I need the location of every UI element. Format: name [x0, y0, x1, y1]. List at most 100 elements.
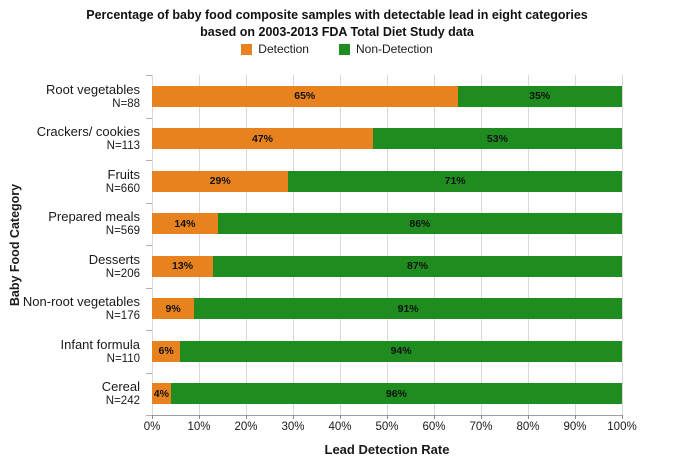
- legend: Detection Non-Detection: [0, 42, 674, 56]
- y-axis-tick: [146, 203, 152, 204]
- bar-segment-detection: 14%: [152, 213, 218, 235]
- legend-item-detection: Detection: [241, 42, 309, 56]
- x-tick-label: 100%: [607, 421, 637, 433]
- bar-prepared-meals: 14% 86%: [152, 213, 622, 235]
- y-axis-tick: [146, 330, 152, 331]
- category-sample-size: N=660: [105, 182, 140, 195]
- x-axis-tick-labels: 0% 10% 20% 30% 40% 50% 60% 70% 80% 90% 100%: [144, 421, 637, 435]
- category-sample-size: N=110: [106, 352, 140, 365]
- y-axis-tick: [146, 118, 152, 119]
- bar-segment-detection: 65%: [152, 85, 458, 107]
- bar-segment-non-detection: 94%: [180, 340, 622, 362]
- y-axis-tick: [146, 288, 152, 289]
- legend-item-non-detection: Non-Detection: [338, 42, 433, 56]
- x-axis-title: Lead Detection Rate: [324, 442, 450, 457]
- bar-segment-non-detection: 91%: [194, 298, 622, 320]
- x-axis-tick: [199, 415, 200, 419]
- category-sample-size: N=113: [106, 140, 140, 153]
- bar-value-label: 71%: [444, 175, 466, 188]
- legend-label-detection: Detection: [258, 42, 309, 56]
- bar-cereal: 4% 96%: [152, 383, 622, 405]
- detection-swatch-icon: [241, 43, 253, 55]
- category-axis-labels: Root vegetables N=88 Crackers/ cookies N=11…: [0, 75, 146, 415]
- x-axis-tick: [293, 415, 294, 419]
- y-axis-tick: [146, 245, 152, 246]
- bar-segment-detection: 6%: [152, 340, 181, 362]
- bar-desserts: 13% 87%: [152, 255, 622, 277]
- bar-value-label: 96%: [385, 387, 407, 400]
- gridline: [481, 75, 482, 415]
- non-detection-swatch-icon: [338, 43, 350, 55]
- bar-segment-non-detection: 35%: [457, 85, 622, 107]
- category-label-root-vegetables: Root vegetables N=88: [0, 75, 146, 118]
- category-name: Root vegetables: [46, 81, 140, 97]
- y-axis-tick: [146, 75, 152, 76]
- x-tick-label: 30%: [281, 421, 305, 433]
- category-label-infant-formula: Infant formula N=110: [0, 330, 146, 373]
- bar-value-label: 14%: [174, 217, 196, 230]
- bar-segment-detection: 29%: [152, 170, 289, 192]
- category-label-crackers-cookies: Crackers/ cookies N=113: [0, 118, 146, 161]
- bar-segment-detection: 9%: [152, 298, 195, 320]
- bar-segment-detection: 4%: [152, 383, 171, 405]
- bar-value-label: 91%: [397, 302, 419, 315]
- x-tick-label: 80%: [516, 421, 540, 433]
- chart-title-line1: Percentage of baby food composite sample…: [86, 8, 588, 22]
- category-name: Non-root vegetables: [22, 294, 140, 310]
- bar-segment-non-detection: 96%: [170, 383, 622, 405]
- gridline: [528, 75, 529, 415]
- x-tick-label: 50%: [375, 421, 399, 433]
- x-axis-tick: [387, 415, 388, 419]
- bar-segment-non-detection: 86%: [217, 213, 622, 235]
- chart-title: Percentage of baby food composite sample…: [0, 7, 674, 41]
- category-sample-size: N=88: [112, 97, 140, 110]
- category-sample-size: N=176: [105, 310, 140, 323]
- bar-value-label: 35%: [529, 90, 551, 103]
- category-name: Cereal: [101, 379, 140, 395]
- category-label-fruits: Fruits N=660: [0, 160, 146, 203]
- x-tick-label: 10%: [187, 421, 211, 433]
- y-axis-tick: [146, 415, 152, 416]
- bar-infant-formula: 6% 94%: [152, 340, 622, 362]
- gridline: [622, 75, 623, 415]
- gridline: [152, 75, 153, 415]
- category-name: Infant formula: [60, 336, 141, 352]
- bar-segment-non-detection: 53%: [372, 128, 622, 150]
- bar-root-vegetables: 65% 35%: [152, 85, 622, 107]
- bar-value-label: 53%: [486, 132, 508, 145]
- plot-area: 65% 35% 47% 53% 29% 71% 14% 86% 13% 87% 9% 91% 6% 94%…: [146, 75, 623, 419]
- gridline: [434, 75, 435, 415]
- bar-value-label: 87%: [407, 260, 429, 273]
- bar-value-label: 86%: [409, 217, 431, 230]
- bar-value-label: 13%: [172, 260, 194, 273]
- x-axis-tick: [528, 415, 529, 419]
- x-tick-label: 90%: [563, 421, 587, 433]
- bar-crackers-cookies: 47% 53%: [152, 128, 622, 150]
- gridline: [246, 75, 247, 415]
- category-label-cereal: Cereal N=242: [0, 373, 146, 416]
- bar-value-label: 9%: [165, 302, 181, 315]
- bar-value-label: 94%: [390, 345, 412, 358]
- bar-fruits: 29% 71%: [152, 170, 622, 192]
- bar-segment-non-detection: 87%: [213, 255, 622, 277]
- gridline: [340, 75, 341, 415]
- bar-value-label: 47%: [251, 132, 273, 145]
- category-sample-size: N=569: [105, 225, 140, 238]
- category-label-non-root-vegetables: Non-root vegetables N=176: [0, 288, 146, 331]
- category-sample-size: N=242: [105, 395, 140, 408]
- category-name: Fruits: [107, 166, 141, 182]
- category-label-desserts: Desserts N=206: [0, 245, 146, 288]
- x-tick-label: 20%: [234, 421, 258, 433]
- chart-title-line2: based on 2003-2013 FDA Total Diet Study …: [200, 25, 474, 39]
- category-name: Crackers/ cookies: [36, 124, 140, 140]
- y-axis-tick: [146, 160, 152, 161]
- gridline: [293, 75, 294, 415]
- bar-segment-non-detection: 71%: [288, 170, 622, 192]
- category-name: Desserts: [88, 251, 140, 267]
- x-tick-label: 70%: [469, 421, 493, 433]
- x-tick-label: 40%: [328, 421, 352, 433]
- category-sample-size: N=206: [105, 267, 140, 280]
- category-name: Prepared meals: [48, 209, 140, 225]
- x-tick-label: 0%: [143, 421, 161, 433]
